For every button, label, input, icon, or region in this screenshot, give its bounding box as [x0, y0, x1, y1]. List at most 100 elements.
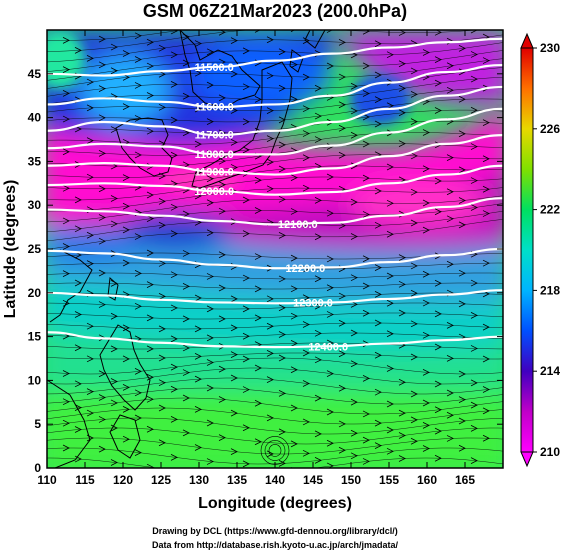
wind-arrow [206, 199, 214, 207]
wind-arrow [290, 208, 298, 215]
wind-arrow [458, 95, 466, 103]
x-tick-label: 165 [455, 473, 475, 487]
wind-arrow [314, 84, 322, 92]
wind-arrow [326, 408, 334, 416]
wind-arrow [338, 319, 346, 327]
wind-arrow [398, 378, 406, 386]
wind-arrow [230, 107, 238, 114]
streamline [47, 176, 503, 201]
wind-arrow [266, 350, 274, 357]
wind-arrow [470, 379, 478, 387]
wind-arrow [122, 50, 130, 57]
wind-arrow [470, 143, 478, 150]
streamline [47, 457, 503, 468]
streamline [47, 437, 503, 455]
wind-arrow [458, 396, 466, 404]
wind-arrow [410, 152, 418, 160]
wind-arrow [170, 80, 178, 88]
wind-arrow [170, 415, 178, 423]
wind-arrow [134, 233, 142, 240]
wind-arrow [374, 120, 382, 128]
wind-arrow [434, 177, 442, 185]
contour-line [47, 37, 503, 77]
wind-arrow [446, 154, 454, 162]
wind-arrow [458, 221, 466, 229]
wind-arrow [386, 365, 394, 372]
wind-arrow [110, 459, 118, 466]
wind-arrow [194, 40, 202, 47]
wind-arrow [470, 177, 478, 184]
wind-arrow [410, 390, 418, 398]
wind-arrow [374, 96, 382, 104]
wind-arrow [62, 243, 70, 250]
wind-arrow [446, 188, 454, 196]
wind-arrow [374, 40, 382, 48]
wind-arrow [98, 445, 106, 453]
wind-arrow [62, 66, 70, 73]
wind-arrow [170, 335, 178, 343]
wind-arrow [122, 103, 130, 111]
wind-arrow [338, 292, 346, 300]
wind-arrow [242, 355, 250, 363]
wind-arrow [302, 380, 310, 387]
wind-arrow [374, 291, 382, 298]
wind-arrow [434, 343, 442, 351]
wind-arrow [422, 331, 430, 339]
wind-arrow [206, 384, 214, 392]
wind-arrow [362, 211, 370, 218]
wind-arrow [158, 197, 166, 205]
wind-arrow [122, 174, 130, 181]
wind-arrow [266, 376, 274, 384]
wind-arrow [386, 400, 394, 408]
wind-arrow [458, 68, 466, 76]
wind-arrow [446, 62, 454, 70]
wind-arrow [290, 312, 298, 320]
wind-arrow [482, 185, 490, 193]
wind-arrow [482, 119, 490, 126]
wind-arrow [194, 444, 202, 451]
colorbar-bar [520, 47, 534, 453]
wind-arrow [86, 173, 94, 181]
wind-arrow [434, 380, 442, 388]
wind-arrow [146, 425, 154, 433]
wind-arrow [278, 195, 286, 203]
wind-arrow [362, 113, 370, 121]
wind-arrow [110, 312, 118, 320]
contour-label: 12200.0 [286, 263, 326, 275]
contour-label: 11600.0 [195, 102, 234, 114]
y-tick-label: 45 [28, 67, 42, 81]
wind-arrow [86, 54, 94, 62]
wind-arrow [86, 388, 94, 395]
wind-arrow [146, 395, 154, 403]
wind-arrow [194, 140, 202, 148]
wind-arrow [98, 416, 106, 423]
wind-arrow [446, 411, 454, 419]
x-axis-label: Longitude (degrees) [198, 495, 352, 512]
wind-arrow [410, 67, 418, 75]
wind-arrow [218, 396, 226, 403]
wind-arrow [218, 207, 226, 215]
contour-label: 11800.0 [195, 149, 234, 161]
streamline [47, 292, 503, 300]
wind-arrow [74, 279, 82, 287]
colorbar-tick-label: 226 [540, 122, 560, 136]
wind-arrow [158, 172, 166, 180]
wind-arrow [278, 460, 286, 467]
wind-arrow [278, 48, 286, 56]
wind-arrow [242, 332, 250, 340]
contour-label: 11900.0 [195, 167, 234, 179]
wind-arrow [350, 131, 358, 139]
wind-arrow [230, 324, 238, 332]
wind-arrow [86, 231, 94, 239]
wind-arrow [446, 389, 454, 397]
wind-arrow [86, 322, 94, 330]
y-tick-label: 5 [34, 417, 41, 431]
wind-arrow [410, 91, 418, 98]
wind-arrow [98, 370, 106, 378]
coast-kuril [304, 30, 326, 49]
wind-arrow [254, 364, 262, 372]
wind-arrow [98, 185, 106, 193]
wind-arrow [422, 299, 430, 307]
y-tick-label: 35 [28, 154, 42, 168]
wind-arrow [158, 325, 166, 333]
